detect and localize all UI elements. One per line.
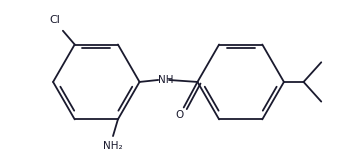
Text: Cl: Cl xyxy=(50,15,60,25)
Text: NH₂: NH₂ xyxy=(103,141,123,151)
Text: O: O xyxy=(176,110,184,120)
Text: NH: NH xyxy=(158,75,174,85)
